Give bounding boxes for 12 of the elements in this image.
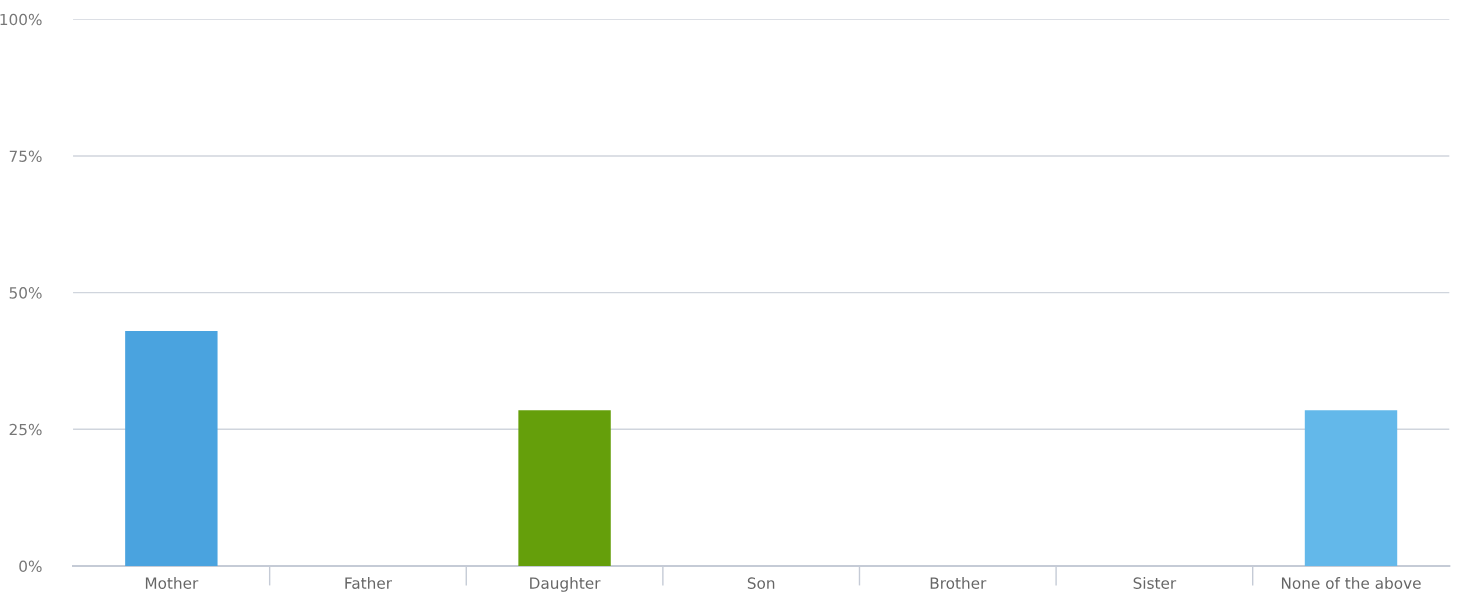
x-tick-label: Father [345,577,393,589]
y-tick-label: 25% [9,423,42,436]
y-tick-label: 100% [0,13,42,26]
y-tick-label: 75% [9,150,42,162]
y-tick-label: 0% [19,560,42,572]
x-tick-label: Son [747,577,775,589]
x-tick-label: Mother [145,577,199,589]
x-tick-label: Brother [930,577,987,589]
x-tick-label: Daughter [530,577,601,592]
y-tick-label: 50% [9,287,42,299]
x-tick-label: None of the above [1281,577,1421,589]
x-tick-label: Sister [1133,577,1177,589]
